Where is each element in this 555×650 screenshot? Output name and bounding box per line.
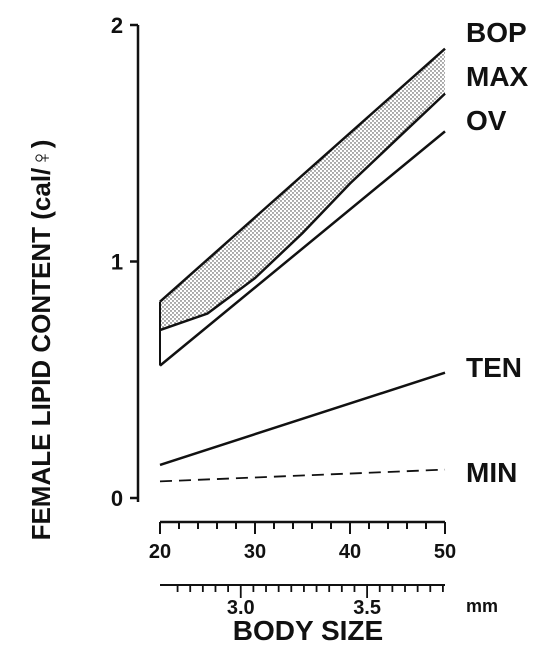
y-tick-label: 1 [111,250,123,275]
x-tick-label: 30 [244,541,266,563]
band-bop-max [160,48,445,331]
series-label-max: MAX [466,61,529,92]
series-label-ov: OV [466,105,507,136]
series-line-bop [159,47,446,303]
series-line-ten [159,371,446,467]
x2-tick-label: 3.5 [353,597,381,619]
y-tick-label: 2 [111,13,123,38]
series-label-min: MIN [466,457,517,488]
series-line-min [159,468,446,483]
y-axis-label: FEMALE LIPID CONTENT (cal/♀) [26,140,56,541]
x2-tick-label: 3.0 [227,597,255,619]
series-line-ov [159,130,446,367]
x2-axis-unit: mm [466,596,498,616]
series-label-bop: BOP [466,17,527,48]
y-tick-label: 0 [111,486,123,511]
x-axis-label: BODY SIZE [233,615,383,646]
x-tick-label: 20 [149,541,171,563]
series-label-ten: TEN [466,352,522,383]
series-line-max [159,92,446,332]
x-tick-label: 50 [434,541,456,563]
x-tick-label: 40 [339,541,361,563]
